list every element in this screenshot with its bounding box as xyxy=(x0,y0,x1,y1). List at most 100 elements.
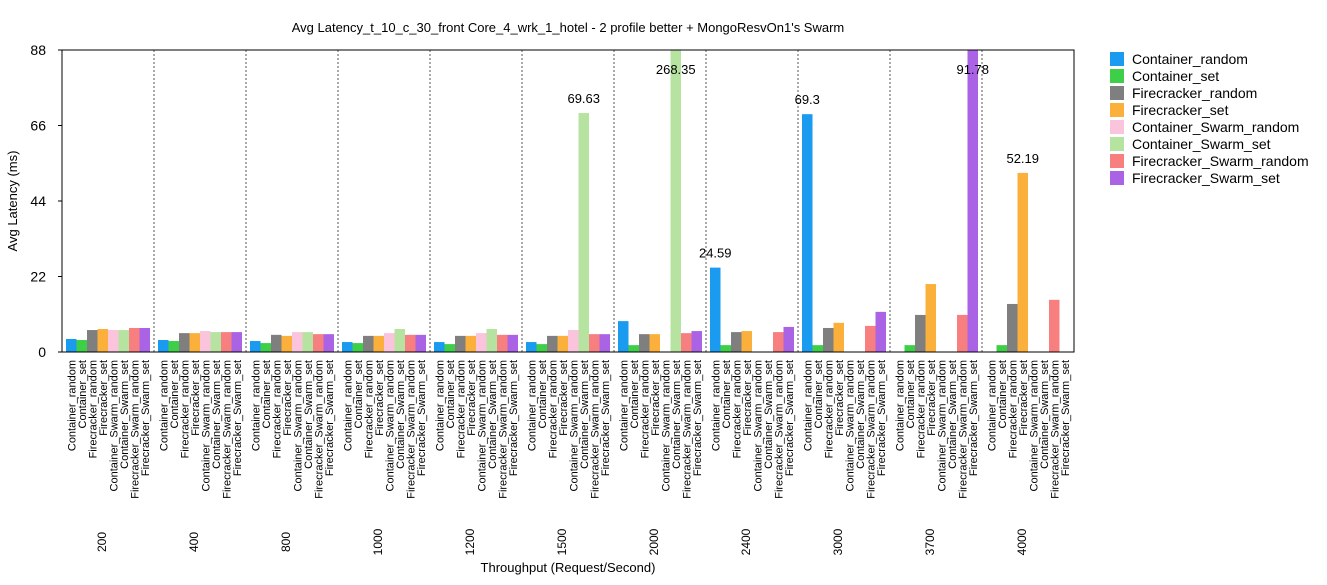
bar xyxy=(710,267,721,352)
bar xyxy=(783,326,794,352)
bar xyxy=(802,114,813,352)
x-tick-label: Firecracker_set xyxy=(466,360,478,436)
bar xyxy=(465,335,476,352)
bar xyxy=(741,331,752,352)
x-tick-label: Firecracker_Swarm_random xyxy=(957,360,969,499)
x-tick-label: Firecracker_random xyxy=(915,360,927,458)
x-tick-label: Firecracker_Swarm_random xyxy=(129,360,141,499)
x-tick-label: Container_Swarm_set xyxy=(671,360,683,469)
bar xyxy=(536,344,547,352)
x-tick-label: Firecracker_set xyxy=(926,360,938,436)
x-tick-label: Container_Swarm_random xyxy=(1028,360,1040,491)
x-tick-label: Container_random xyxy=(618,360,630,451)
legend-label: Container_set xyxy=(1132,68,1219,84)
bar xyxy=(1049,299,1060,352)
legend-label: Container_Swarm_set xyxy=(1132,136,1271,152)
x-tick-label: Firecracker_random xyxy=(547,360,559,458)
bar xyxy=(352,343,363,352)
x-tick-label: Firecracker_Swarm_random xyxy=(221,360,233,499)
x-tick-label: Container_Swarm_random xyxy=(936,360,948,491)
bar xyxy=(618,321,629,352)
bar xyxy=(526,342,537,352)
x-tick-label: Container_Swarm_set xyxy=(1039,360,1051,469)
x-tick-label: Container_set xyxy=(169,360,181,429)
x-tick-label: Container_Swarm_set xyxy=(855,360,867,469)
bar xyxy=(250,341,261,352)
bar xyxy=(547,335,558,352)
y-tick-label: 66 xyxy=(30,118,46,134)
bar xyxy=(599,334,610,352)
bar xyxy=(394,329,405,352)
bar xyxy=(628,345,639,352)
x-tick-label: Firecracker_Swarm_set xyxy=(140,360,152,476)
x-tick-label: Firecracker_set xyxy=(558,360,570,436)
value-label: 91.78 xyxy=(956,62,989,77)
x-tick-label: Container_Swarm_random xyxy=(844,360,856,491)
x-tick-label: Container_set xyxy=(261,360,273,429)
plot-frame xyxy=(61,49,1075,353)
legend-swatch xyxy=(1110,120,1124,134)
bar xyxy=(434,342,445,352)
bar xyxy=(415,334,426,352)
bar xyxy=(129,327,140,352)
bar xyxy=(323,334,334,352)
x-tick-label: Firecracker_Swarm_set xyxy=(416,360,428,476)
bar xyxy=(1007,303,1018,352)
x-tick-label: Container_Swarm_random xyxy=(384,360,396,491)
x-tick-label: Container_Swarm_set xyxy=(487,360,499,469)
bar xyxy=(691,331,702,352)
legend-swatch xyxy=(1110,69,1124,83)
x-tick-label: Firecracker_set xyxy=(650,360,662,436)
x-tick-label: Container_set xyxy=(537,360,549,429)
legend-label: Firecracker_Swarm_random xyxy=(1132,153,1309,169)
x-tick-label: Container_set xyxy=(721,360,733,429)
group-label: 3700 xyxy=(923,528,937,555)
x-tick-label: Container_set xyxy=(997,360,1009,429)
x-tick-label: Container_Swarm_random xyxy=(108,360,120,491)
x-tick-label: Container_Swarm_random xyxy=(568,360,580,491)
x-tick-label: Firecracker_Swarm_set xyxy=(784,360,796,476)
bar xyxy=(342,342,353,352)
x-tick-label: Container_random xyxy=(158,360,170,451)
x-tick-label: Container_Swarm_set xyxy=(395,360,407,469)
x-tick-label: Container_random xyxy=(894,360,906,451)
x-tick-label: Container_Swarm_set xyxy=(211,360,223,469)
group-label: 1200 xyxy=(463,528,477,555)
x-tick-label: Firecracker_Swarm_set xyxy=(324,360,336,476)
bar xyxy=(87,330,98,352)
group-label: 800 xyxy=(279,532,293,552)
bar xyxy=(1017,172,1028,352)
bar xyxy=(158,339,169,352)
legend-label: Firecracker_Swarm_set xyxy=(1132,170,1280,186)
x-tick-label: Firecracker_set xyxy=(190,360,202,436)
x-tick-label: Container_Swarm_random xyxy=(476,360,488,491)
bar xyxy=(476,333,487,352)
x-tick-label: Container_random xyxy=(250,360,262,451)
x-tick-label: Container_Swarm_random xyxy=(660,360,672,491)
bar xyxy=(76,339,87,352)
bar xyxy=(773,332,784,352)
legend-label: Firecracker_random xyxy=(1132,85,1257,101)
bar xyxy=(833,322,844,352)
bar xyxy=(670,50,681,352)
chart-title: Avg Latency_t_10_c_30_front Core_4_wrk_1… xyxy=(292,20,845,35)
x-tick-label: Container_random xyxy=(434,360,446,451)
group-label: 400 xyxy=(187,532,201,552)
x-tick-label: Firecracker_Swarm_set xyxy=(876,360,888,476)
bar xyxy=(281,335,292,352)
group-label: 200 xyxy=(95,532,109,552)
x-tick-label: Firecracker_random xyxy=(363,360,375,458)
group-label: 2400 xyxy=(739,528,753,555)
x-tick-label: Firecracker_Swarm_random xyxy=(681,360,693,499)
bar xyxy=(865,325,876,352)
y-tick-label: 0 xyxy=(38,344,46,360)
legend-swatch xyxy=(1110,154,1124,168)
bar xyxy=(405,334,416,352)
x-tick-label: Firecracker_random xyxy=(1007,360,1019,458)
x-tick-label: Firecracker_random xyxy=(823,360,835,458)
bar xyxy=(313,334,324,352)
x-tick-label: Container_random xyxy=(66,360,78,451)
x-tick-label: Container_random xyxy=(526,360,538,451)
bar xyxy=(292,332,303,352)
